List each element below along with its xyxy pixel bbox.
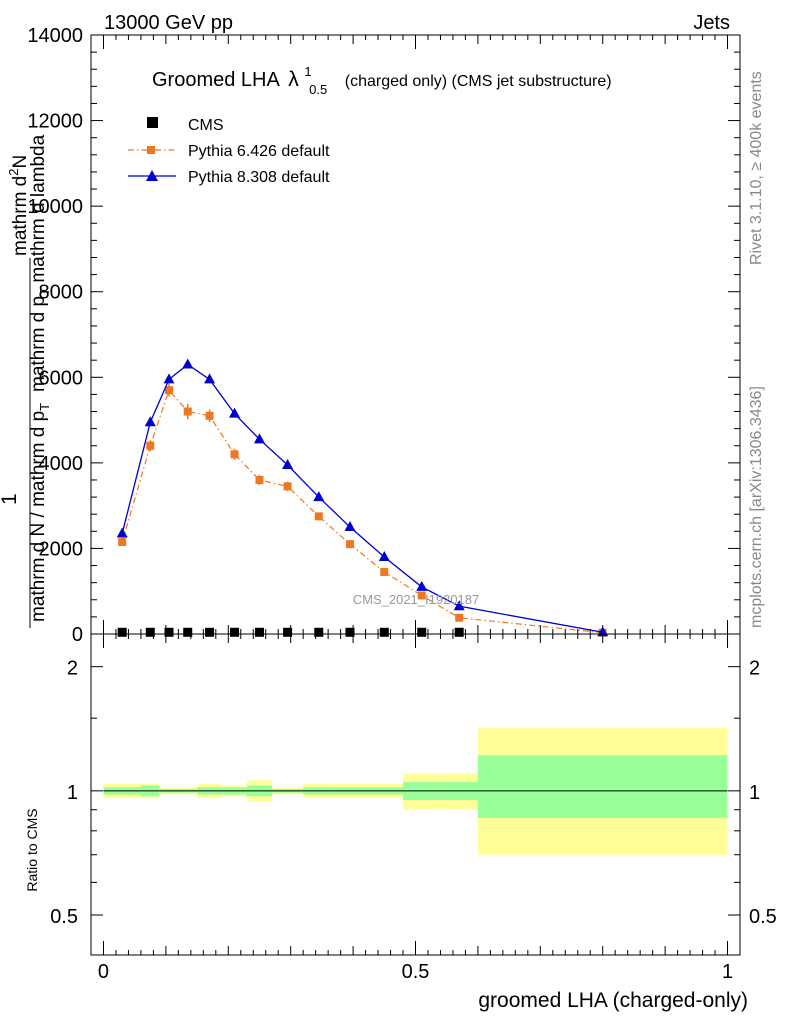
pythia8-point bbox=[313, 491, 325, 502]
ratio-y-tick-labels: 0.5 0.5 1 1 2 2 bbox=[50, 658, 777, 928]
pythia6-point bbox=[183, 407, 192, 416]
cms-point bbox=[117, 627, 127, 637]
legend-pythia8-marker bbox=[146, 170, 158, 181]
legend-cms-label: CMS bbox=[188, 117, 224, 134]
cms-point bbox=[230, 627, 240, 637]
mcplots-reference-label: mcplots.cern.ch [arXiv:1306.3436] bbox=[748, 386, 765, 628]
legend-cms-marker bbox=[147, 117, 158, 128]
ratio-frame bbox=[90, 633, 741, 956]
pythia6-point bbox=[230, 450, 239, 459]
main-y-tick-label: 12000 bbox=[27, 111, 83, 133]
cms-point bbox=[254, 627, 264, 637]
pythia8-point bbox=[282, 458, 294, 469]
cms-point bbox=[283, 627, 293, 637]
ratio-inner-band bbox=[477, 755, 728, 818]
title-superscript: 1 bbox=[304, 64, 311, 79]
cms-point bbox=[345, 627, 355, 637]
ratio-y-tick-label: 2 bbox=[67, 658, 78, 680]
pythia8-series bbox=[116, 358, 609, 637]
pythia6-point bbox=[165, 386, 174, 395]
pythia8-point bbox=[229, 407, 241, 418]
main-axis-ticks bbox=[91, 34, 740, 635]
cms-point bbox=[145, 627, 155, 637]
pythia6-point bbox=[417, 591, 426, 600]
main-y-tick-label: 8000 bbox=[39, 282, 84, 304]
pythia6-point bbox=[380, 567, 389, 576]
cms-point bbox=[205, 627, 215, 637]
pythia6-point bbox=[314, 512, 323, 521]
cms-series bbox=[117, 627, 464, 637]
pythia6-point bbox=[455, 613, 464, 622]
rivet-version-label: Rivet 3.1.10, ≥ 400k events bbox=[748, 71, 765, 265]
main-y-axis-label: 1 mathrm d N / mathrm d pT mathrm d pT m… bbox=[0, 134, 52, 628]
ratio-x-tick-labels: 0 0.5 1 bbox=[98, 961, 733, 983]
title-suffix: (charged only) (CMS jet substructure) bbox=[345, 73, 612, 90]
ratio-y-tick-label-right: 2 bbox=[749, 658, 760, 680]
legend: CMS Pythia 6.426 default Pythia 8.308 de… bbox=[128, 117, 330, 186]
pythia8-point bbox=[344, 521, 356, 532]
pythia8-point bbox=[453, 600, 465, 611]
title-lambda-symbol: λ bbox=[288, 68, 299, 91]
ratio-x-tick-label: 0.5 bbox=[402, 961, 430, 983]
x-axis-label: groomed LHA (charged-only) bbox=[478, 989, 748, 1012]
ratio-y-tick-label: 0.5 bbox=[50, 906, 78, 928]
pythia8-point bbox=[416, 580, 428, 591]
pythia6-point bbox=[255, 475, 264, 484]
ratio-uncertainty-bands bbox=[103, 728, 728, 855]
ratio-y-tick-label-right: 0.5 bbox=[749, 906, 777, 928]
cms-point bbox=[183, 627, 193, 637]
pythia8-point bbox=[253, 433, 265, 444]
pythia6-point bbox=[283, 482, 292, 491]
title-subscript: 0.5 bbox=[309, 82, 327, 97]
pythia6-point bbox=[205, 411, 214, 420]
ratio-axis-ticks bbox=[91, 634, 740, 955]
main-y-tick-label: 2000 bbox=[39, 538, 84, 560]
ratio-x-tick-label: 0 bbox=[98, 961, 109, 983]
main-y-tick-label: 0 bbox=[72, 624, 83, 646]
pythia6-point bbox=[345, 540, 354, 549]
ratio-y-axis-label: Ratio to CMS bbox=[24, 808, 40, 891]
pythia8-point bbox=[163, 373, 175, 384]
pythia8-point bbox=[204, 373, 216, 384]
ratio-y-tick-label: 1 bbox=[67, 782, 78, 804]
ratio-plot-panel: 0.5 0.51 12 2 0 0.5 1 bbox=[50, 633, 777, 983]
main-y-tick-labels: 0 2000 4000 6000 8000 10000 12000 14000 bbox=[27, 25, 83, 646]
energy-label: 13000 GeV pp bbox=[104, 12, 233, 34]
pythia6-point bbox=[146, 441, 155, 450]
main-y-tick-label: 14000 bbox=[27, 25, 83, 47]
pythia8-point bbox=[144, 416, 156, 427]
cms-point bbox=[454, 627, 464, 637]
y-label-one: 1 bbox=[0, 493, 21, 505]
ratio-y-tick-label-right: 1 bbox=[749, 782, 760, 804]
y-label-numerator-dp: mathrm d pT mathrm d lambda bbox=[28, 134, 52, 392]
category-label: Jets bbox=[693, 12, 730, 34]
pythia8-point bbox=[182, 358, 194, 369]
main-plot-panel: 0 2000 4000 6000 8000 10000 12000 14000 bbox=[27, 25, 741, 646]
pythia8-point bbox=[378, 550, 390, 561]
ratio-x-tick-label: 1 bbox=[722, 961, 733, 983]
cms-point bbox=[164, 627, 174, 637]
title-prefix: Groomed LHA bbox=[152, 69, 280, 91]
pythia8-point bbox=[116, 527, 128, 538]
cms-point bbox=[314, 627, 324, 637]
pythia6-point bbox=[118, 538, 127, 547]
legend-pythia6-marker bbox=[147, 146, 155, 154]
analysis-watermark: CMS_2021_I1920187 bbox=[353, 592, 480, 607]
y-label-denominator: mathrm d N / mathrm d pT bbox=[28, 403, 52, 622]
y-label-numerator-d: mathrm d2N bbox=[6, 155, 31, 256]
main-y-tick-label: 10000 bbox=[27, 196, 83, 218]
cms-point bbox=[379, 627, 389, 637]
main-y-tick-label: 4000 bbox=[39, 453, 84, 475]
chart-title: Groomed LHA λ 1 0.5 (charged only) (CMS … bbox=[152, 59, 612, 99]
main-y-tick-label: 6000 bbox=[39, 367, 84, 389]
cms-point bbox=[417, 627, 427, 637]
legend-pythia6-label: Pythia 6.426 default bbox=[188, 143, 330, 160]
legend-pythia8-label: Pythia 8.308 default bbox=[188, 169, 330, 186]
pythia8-line bbox=[121, 363, 603, 633]
